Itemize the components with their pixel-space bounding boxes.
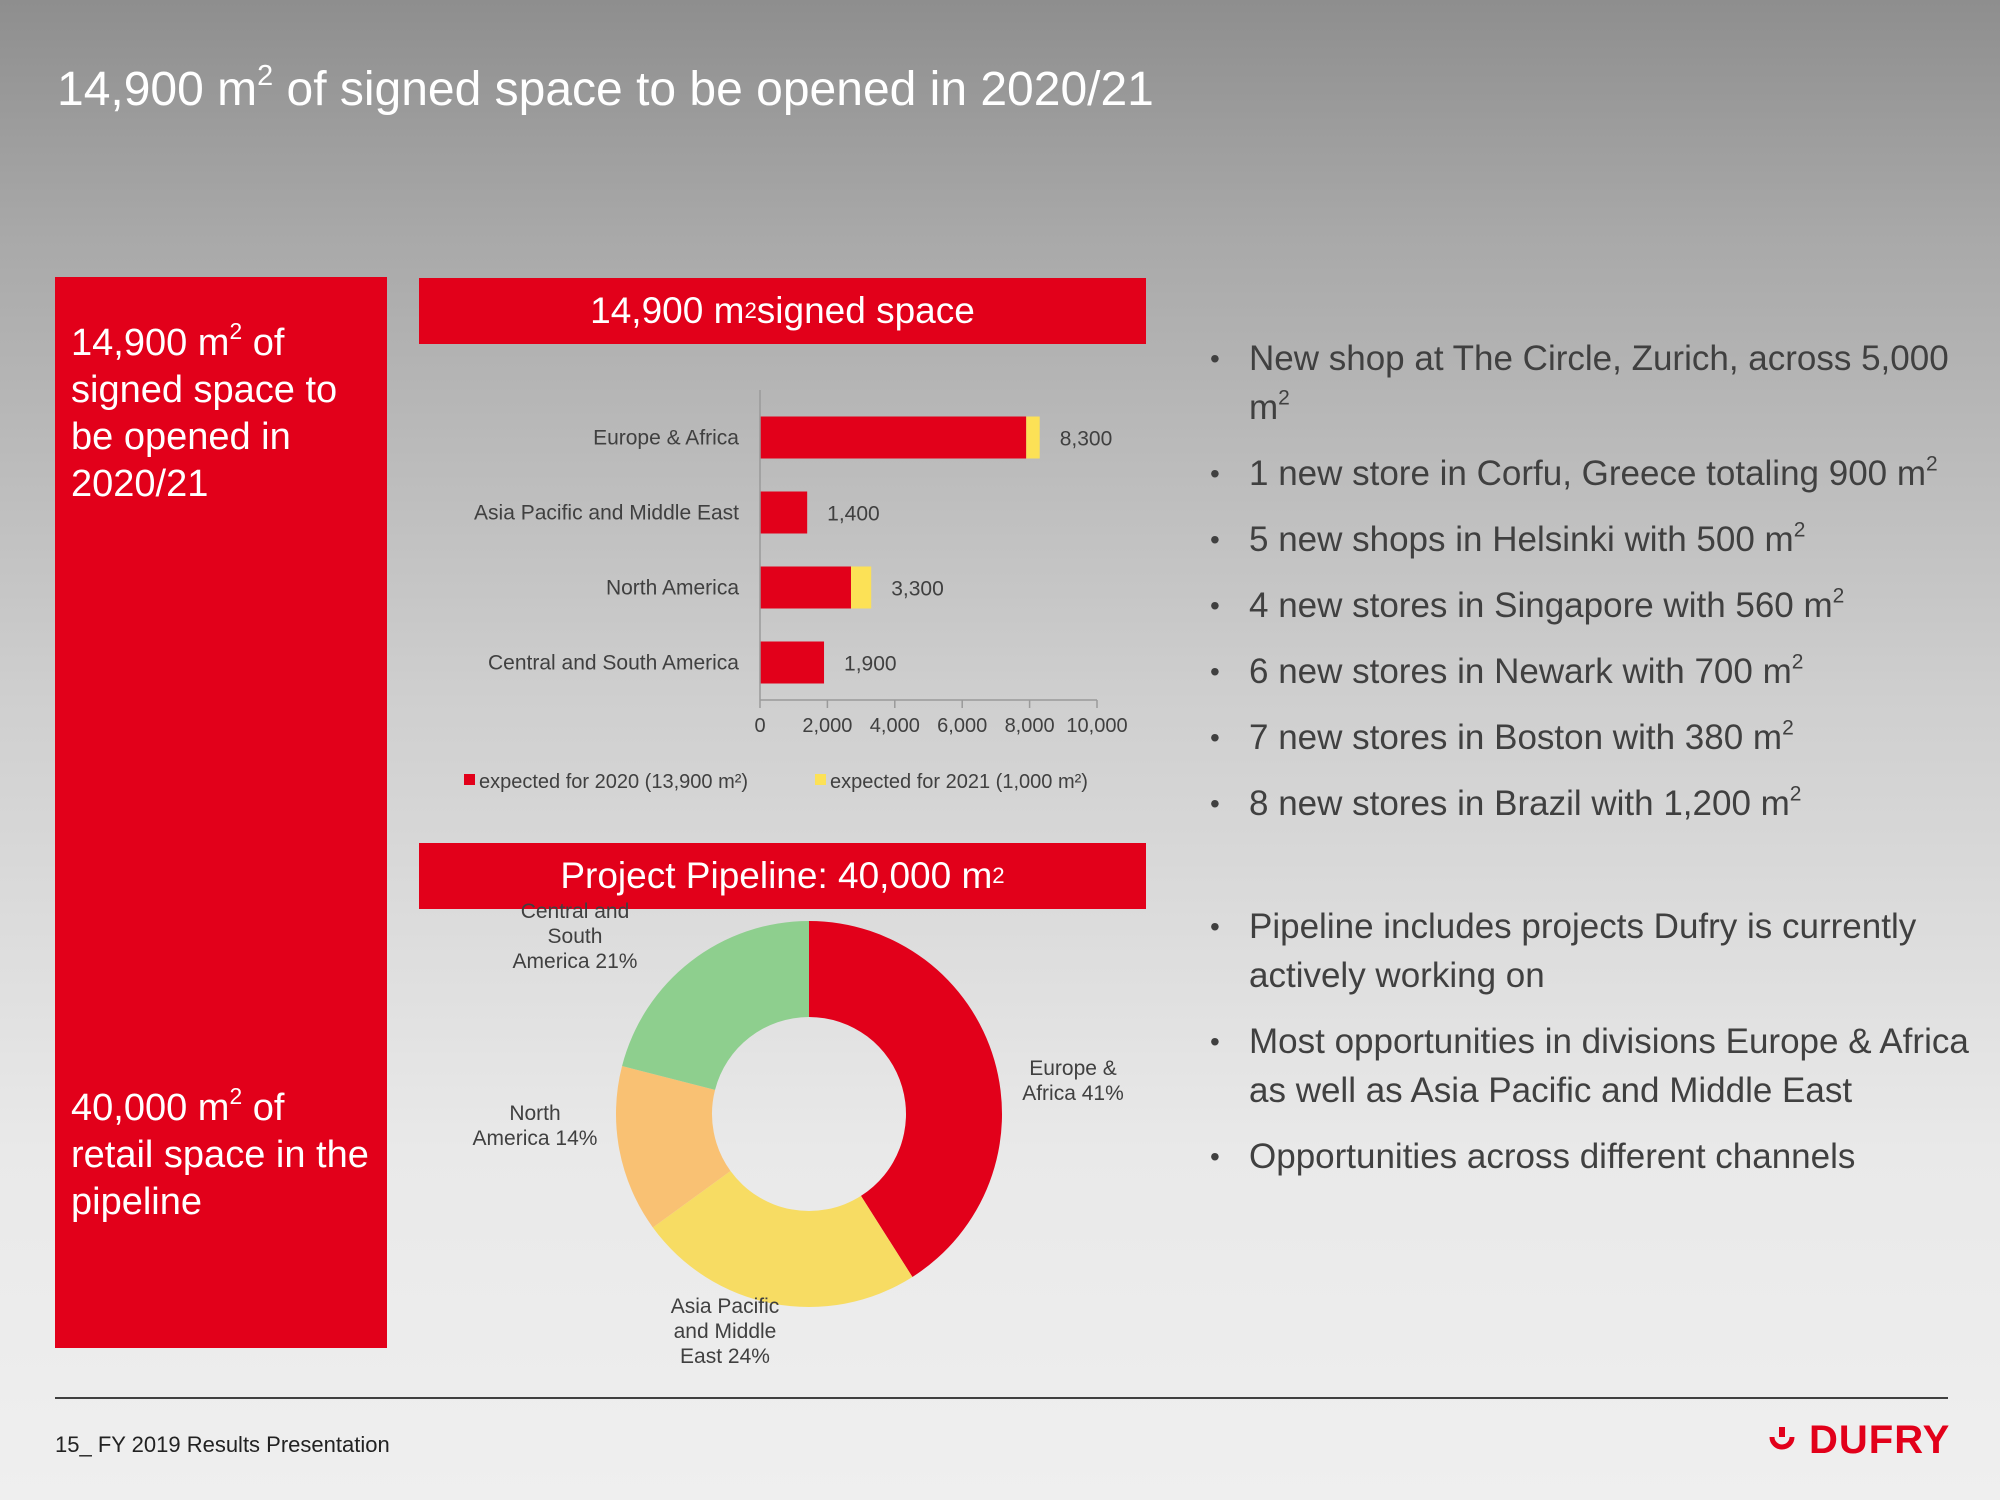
bar-segment — [760, 641, 825, 684]
pipeline-bullet-2: Opportunities across different channels — [1210, 1132, 1980, 1181]
bar-tick-label: 6,000 — [937, 715, 987, 737]
signed-space-bar-chart: Europe & Africa 8,300 Asia Pacific and Mid… — [464, 390, 1128, 793]
opening-bullet-3: 4 new stores in Singapore with 560 m2 — [1210, 581, 1980, 630]
bar-data-label: 1,900 — [844, 653, 897, 676]
bar-data-label: 3,300 — [891, 578, 944, 601]
pipeline-bullet-1: Most opportunities in divisions Europe &… — [1210, 1017, 1980, 1115]
bar-category-label: Central and South America — [488, 652, 739, 675]
footer-text: 15_ FY 2019 Results Presentation — [55, 1432, 390, 1457]
bar-tick-label: 4,000 — [870, 715, 920, 737]
bar-tick-label: 0 — [754, 715, 765, 737]
donut-slice-label: North America 14% — [473, 1102, 598, 1150]
bar-segment — [850, 566, 872, 609]
legend-swatch — [815, 774, 826, 785]
legend-label: expected for 2020 (13,900 m²) — [479, 771, 748, 793]
bar-segment — [1026, 416, 1040, 459]
dufry-logo: DUFRY — [1765, 1418, 1950, 1463]
bar-segment — [760, 566, 851, 609]
bar-segment — [760, 416, 1027, 459]
pipeline-bullet-0: Pipeline includes projects Dufry is curr… — [1210, 902, 1980, 1000]
left-summary-panel: 14,900 m2 of signed space to be opened i… — [55, 277, 387, 1348]
donut-slice — [809, 921, 1002, 1277]
dufry-smile-icon — [1769, 1426, 1795, 1449]
legend-label: expected for 2021 (1,000 m²) — [830, 771, 1088, 793]
slide-title: 14,900 m2 of signed space to be opened i… — [57, 59, 1154, 116]
donut-slice — [652, 1171, 913, 1307]
bar-tick-label: 10,000 — [1066, 715, 1127, 737]
donut-slice-label: Central and South America 21% — [513, 900, 638, 973]
bar-category-label: North America — [606, 577, 739, 600]
opening-bullet-1: 1 new store in Corfu, Greece totaling 90… — [1210, 449, 1980, 498]
legend-swatch — [464, 774, 475, 785]
donut-slice-label: Asia Pacific and Middle East 24% — [671, 1295, 780, 1368]
donut-slice — [622, 921, 809, 1090]
signed-space-summary: 14,900 m2 of signed space to be opened i… — [71, 318, 338, 505]
bar-tick-label: 2,000 — [802, 715, 852, 737]
pipeline-donut-chart: Europe & Africa 41% Asia Pacific and Middle… — [473, 900, 1124, 1368]
bar-category-label: Asia Pacific and Middle East — [474, 502, 739, 525]
opening-bullet-4: 6 new stores in Newark with 700 m2 — [1210, 647, 1980, 696]
logo-text: DUFRY — [1809, 1418, 1951, 1462]
bar-segment — [760, 491, 808, 534]
bar-data-label: 1,400 — [827, 503, 880, 526]
footer-divider — [55, 1397, 1948, 1399]
bar-category-label: Europe & Africa — [593, 427, 739, 450]
opening-bullet-0: New shop at The Circle, Zurich, across 5… — [1210, 334, 1980, 432]
store-openings-list: New shop at The Circle, Zurich, across 5… — [1210, 334, 1980, 845]
pipeline-notes-list: Pipeline includes projects Dufry is curr… — [1210, 902, 1980, 1198]
donut-slice — [616, 1066, 731, 1228]
bar-tick-label: 8,000 — [1005, 715, 1055, 737]
bar-data-label: 8,300 — [1060, 428, 1113, 451]
pipeline-summary: 40,000 m2 of retail space in the pipelin… — [71, 1083, 369, 1223]
opening-bullet-2: 5 new shops in Helsinki with 500 m2 — [1210, 515, 1980, 564]
donut-slice-label: Europe & Africa 41% — [1022, 1057, 1124, 1105]
opening-bullet-6: 8 new stores in Brazil with 1,200 m2 — [1210, 779, 1980, 828]
opening-bullet-5: 7 new stores in Boston with 380 m2 — [1210, 713, 1980, 762]
